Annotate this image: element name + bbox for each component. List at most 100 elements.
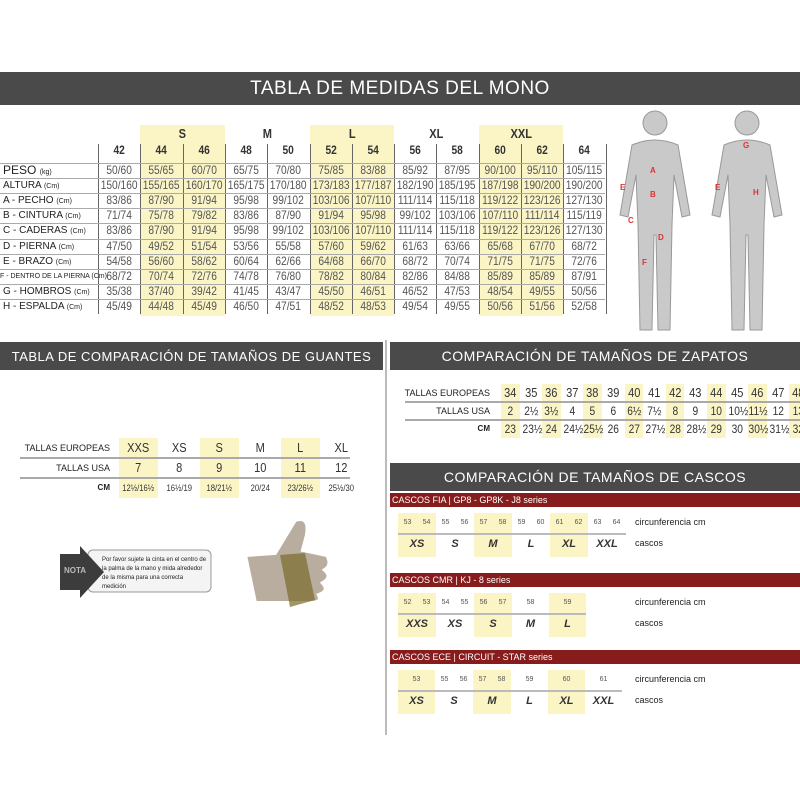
row-unit: (Cm): [70, 228, 86, 236]
table-cell: 49/55: [444, 298, 471, 313]
column-divider: [182, 144, 184, 314]
table-cell: 70/74: [444, 253, 471, 268]
table-cell: 48/53: [360, 298, 386, 313]
table-cell: 44/48: [148, 298, 175, 313]
row-label-text: G - HOMBROS: [3, 285, 75, 297]
size-number: 54: [367, 143, 379, 157]
glove-size-table: TALLAS EUROPEAS XXS XS S M L XL TALLAS USA 7 8 9 10…: [0, 430, 370, 500]
row-unit: (Cm): [65, 213, 81, 221]
helmet-series-header: CASCOS FIA | GP8 - GP8K - J8 series: [390, 493, 800, 507]
table-cell: 150/160: [100, 178, 138, 193]
table-cell: 32: [793, 422, 800, 436]
row-divider: [398, 690, 622, 692]
row-unit: (Cm): [55, 258, 72, 266]
table-cell: 83/86: [106, 223, 132, 238]
table-cell: 50/56: [571, 283, 598, 298]
table-cell: 61/63: [402, 238, 428, 253]
size-group-label: S: [178, 126, 187, 141]
table-cell: 68/72: [106, 268, 132, 283]
table-cell: 95/98: [233, 193, 259, 208]
helmet-size: M: [525, 618, 536, 630]
table-cell: 177/187: [354, 178, 392, 193]
row-unit: (Cm): [56, 198, 72, 206]
svg-text:E: E: [715, 183, 721, 192]
table-cell: 23/26½: [287, 483, 314, 493]
circumference-number: 56: [460, 519, 469, 526]
table-cell: 25½: [583, 422, 604, 436]
helmet-size: XS: [447, 618, 463, 630]
table-cell: 66/70: [360, 253, 386, 268]
row-divider: [0, 193, 605, 195]
size-number: 60: [494, 143, 506, 157]
highlight-column: [748, 384, 767, 438]
table-cell: 59/62: [360, 238, 386, 253]
table-cell: 46/51: [360, 283, 386, 298]
table-cell: 44: [710, 385, 723, 400]
table-cell: 49/52: [148, 238, 175, 253]
table-cell: 45: [730, 385, 744, 400]
row-unit: (Cm): [58, 243, 75, 251]
row-label-text: F - DENTRO DE LA PIERNA: [0, 272, 92, 280]
table-cell: 83/88: [360, 163, 386, 177]
shoes-header: COMPARACIÓN DE TAMAÑOS DE ZAPATOS: [390, 342, 800, 370]
row-label-text: PESO: [3, 163, 40, 177]
table-cell: 95/110: [526, 163, 558, 177]
circumference-number: 56: [479, 599, 488, 606]
table-cell: 35/38: [106, 283, 132, 298]
table-cell: 82/86: [402, 268, 428, 283]
table-cell: 57/60: [317, 238, 344, 253]
size-number: 50: [282, 143, 295, 157]
column-divider: [351, 144, 353, 314]
table-cell: 91/94: [317, 208, 344, 223]
table-cell: 7: [135, 460, 142, 475]
table-cell: 46/52: [402, 283, 428, 298]
table-cell: 39/42: [190, 283, 217, 298]
table-cell: 85/89: [487, 268, 513, 283]
row-label: C - CADERAS (Cm): [3, 223, 86, 239]
table-cell: 55/58: [275, 238, 302, 253]
table-cell: 45/49: [106, 298, 132, 313]
table-cell: 43: [689, 385, 702, 400]
helmet-size-label: cascos: [635, 695, 664, 705]
table-cell: 37/40: [148, 283, 175, 298]
title-banner: TABLA DE MEDIDAS DEL MONO: [0, 72, 800, 105]
highlight-column: [501, 384, 520, 438]
table-cell: 99/102: [272, 193, 304, 208]
row-unit: (Cm): [91, 272, 107, 280]
row-label: E - BRAZO (Cm): [3, 254, 71, 270]
table-cell: 16½/19: [165, 483, 192, 493]
row-divider: [0, 223, 605, 225]
table-cell: 111/114: [524, 208, 560, 223]
table-cell: 115/118: [439, 193, 476, 208]
highlight-column: [474, 593, 512, 637]
table-cell: 187/198: [481, 178, 519, 193]
table-cell: 12: [334, 460, 347, 475]
table-cell: 45/49: [190, 298, 217, 313]
column-divider: [436, 144, 438, 314]
table-cell: 40: [627, 385, 641, 400]
table-cell: 24½: [563, 422, 584, 436]
table-cell: 28: [669, 422, 681, 436]
table-cell: 170/180: [269, 178, 307, 193]
table-cell: 11: [294, 460, 306, 475]
table-cell: 37: [565, 385, 579, 400]
row-divider: [398, 533, 626, 535]
row-label: H - ESPALDA (Cm): [3, 299, 82, 315]
row-label: CM: [97, 483, 110, 492]
table-cell: 115/118: [439, 223, 476, 238]
table-cell: XS: [171, 440, 187, 455]
table-cell: 26: [607, 422, 619, 436]
table-cell: 25½/30: [327, 483, 354, 493]
svg-text:F: F: [642, 258, 647, 267]
table-cell: 6½: [626, 404, 641, 418]
table-cell: 31½: [769, 422, 790, 436]
row-label: TALLAS USA: [436, 406, 490, 416]
table-cell: 47/53: [444, 283, 471, 298]
helmet-size-label: cascos: [635, 618, 664, 628]
table-cell: 68/72: [571, 238, 598, 253]
row-divider: [0, 163, 605, 164]
table-cell: 119/122: [481, 193, 518, 208]
table-cell: 29: [710, 422, 722, 436]
circumference-number: 61: [599, 676, 608, 683]
size-group-label: XXL: [510, 126, 532, 141]
